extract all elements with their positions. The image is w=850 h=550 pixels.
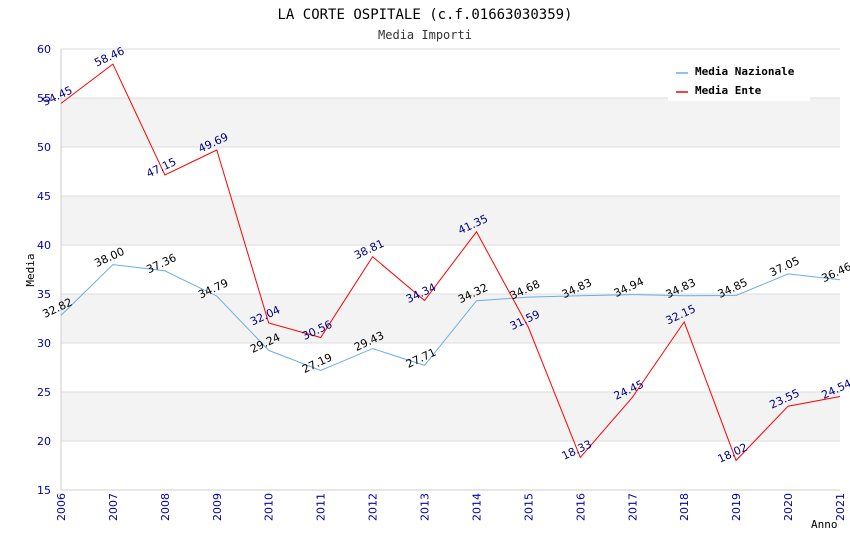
plot-band xyxy=(61,98,840,147)
plot-band xyxy=(61,294,840,343)
y-tick-label: 60 xyxy=(37,43,51,56)
series-line-media-nazionale xyxy=(60,264,841,372)
chart-title: LA CORTE OSPITALE (c.f.01663030359) xyxy=(277,7,572,23)
plot-bands xyxy=(61,98,840,441)
data-label-media-nazionale: 36.46 xyxy=(819,260,850,285)
x-tick-label: 2013 xyxy=(419,493,432,521)
x-tick-label: 2009 xyxy=(211,493,224,521)
data-label-media-ente: 18.02 xyxy=(716,441,750,466)
x-axis-label: Anno xyxy=(811,518,838,531)
data-label-media-ente: 47.15 xyxy=(144,155,178,180)
series-lines xyxy=(60,63,841,462)
y-tick-label: 20 xyxy=(37,435,51,448)
y-tick-label: 50 xyxy=(37,141,51,154)
legend-label-media-ente: Media Ente xyxy=(695,84,762,97)
y-tick-label: 55 xyxy=(37,92,51,105)
x-tick-label: 2021 xyxy=(834,493,847,521)
y-tick-label: 40 xyxy=(37,239,51,252)
y-axis-label: Media xyxy=(24,253,37,286)
y-tick-label: 30 xyxy=(37,337,51,350)
x-tick-label: 2012 xyxy=(367,493,380,521)
data-label-media-nazionale: 27.19 xyxy=(300,351,334,376)
series-line-media-ente xyxy=(60,63,841,462)
data-label-media-nazionale: 38.00 xyxy=(92,245,126,270)
x-tick-label: 2019 xyxy=(730,493,743,521)
legend-label-media-nazionale: Media Nazionale xyxy=(695,65,795,78)
x-tick-label: 2008 xyxy=(159,493,172,521)
plot-band xyxy=(61,392,840,441)
y-tick-label: 45 xyxy=(37,190,51,203)
x-tick-label: 2016 xyxy=(574,493,587,521)
chart-subtitle: Media Importi xyxy=(378,28,472,42)
axes xyxy=(60,49,840,491)
y-tick-label: 15 xyxy=(37,484,51,497)
x-tick-label: 2014 xyxy=(470,493,483,521)
y-tick-label: 25 xyxy=(37,386,51,399)
y-tick-labels: 15 20 25 30 35 40 45 50 55 60 xyxy=(37,43,51,497)
x-tick-label: 2010 xyxy=(263,493,276,521)
x-tick-label: 2017 xyxy=(626,493,639,521)
legend: Media Nazionale Media Ente xyxy=(668,59,810,101)
x-tick-label: 2007 xyxy=(107,493,120,521)
y-tick-label: 35 xyxy=(37,288,51,301)
data-label-media-ente: 58.46 xyxy=(92,44,126,69)
x-tick-label: 2015 xyxy=(522,493,535,521)
x-tick-label: 2011 xyxy=(315,493,328,521)
x-tick-labels: 2006 2007 2008 2009 2010 2011 2012 2013 2014 2015… xyxy=(55,493,847,521)
grid-lines xyxy=(61,48,840,491)
data-label-media-nazionale: 27.71 xyxy=(404,346,438,371)
plot-band xyxy=(61,196,840,245)
data-label-media-nazionale: 37.36 xyxy=(144,251,178,276)
x-tick-label: 2018 xyxy=(678,493,691,521)
x-tick-label: 2020 xyxy=(782,493,795,521)
legend-box xyxy=(668,59,810,101)
x-tick-label: 2006 xyxy=(55,493,68,521)
